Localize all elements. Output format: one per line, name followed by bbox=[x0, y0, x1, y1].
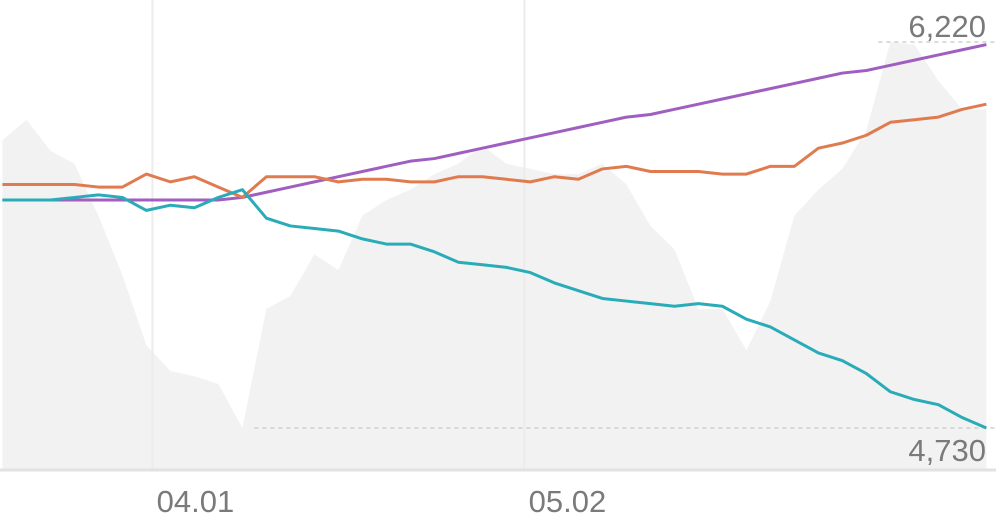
line bbox=[2, 102, 987, 199]
line bbox=[2, 188, 987, 430]
annotation-label: 4,730 bbox=[908, 433, 986, 468]
annotation-label: 6,220 bbox=[908, 9, 986, 44]
line bbox=[2, 43, 987, 202]
area bbox=[2, 41, 987, 470]
x-tick-label: 05.02 bbox=[529, 484, 607, 519]
x-tick-label: 04.01 bbox=[157, 484, 235, 519]
